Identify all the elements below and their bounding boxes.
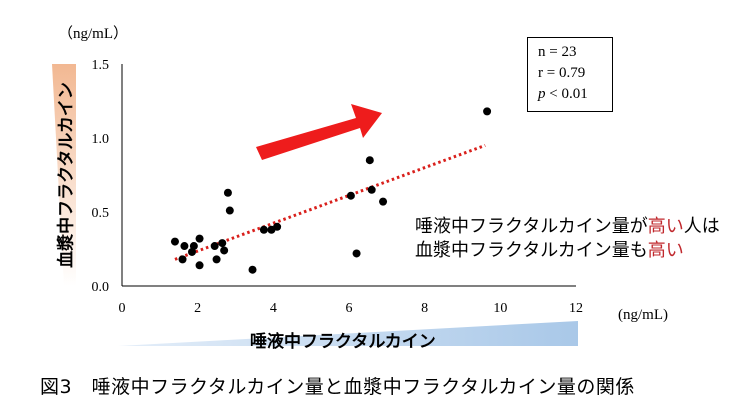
annotation-line-2: 血漿中フラクタルカイン量も高い	[415, 240, 684, 261]
data-point	[195, 261, 204, 270]
stats-p-value: < 0.01	[545, 86, 588, 102]
x-tick-label: 2	[194, 301, 201, 316]
trendline-group	[174, 143, 486, 261]
stats-n: n = 23	[538, 44, 577, 60]
y-tick-label: 0.0	[92, 280, 110, 295]
data-point	[259, 225, 268, 234]
stats-box: n = 23 r = 0.79 p < 0.01	[527, 37, 613, 112]
data-point	[483, 107, 492, 116]
y-tick-label: 1.5	[92, 58, 110, 73]
trend-arrow-icon	[256, 104, 382, 160]
figure-caption: 図3 唾液中フラクタルカイン量と血漿中フラクタルカイン量の関係	[40, 376, 635, 398]
annotation-line-1: 唾液中フラクタルカイン量が高い人は	[415, 216, 720, 237]
data-point	[180, 242, 189, 251]
data-point	[218, 239, 227, 248]
x-tick-label: 12	[569, 301, 583, 316]
data-point	[189, 242, 198, 251]
x-axis-unit: (ng/mL)	[618, 307, 668, 323]
data-point	[346, 191, 355, 200]
x-tick-label: 0	[119, 301, 126, 316]
data-point	[367, 185, 376, 194]
data-point	[210, 242, 219, 251]
stats-r: r = 0.79	[538, 65, 586, 81]
x-tick-label: 6	[346, 301, 353, 316]
data-point	[223, 188, 232, 197]
data-point	[365, 156, 374, 165]
data-point	[178, 255, 187, 264]
stats-p: p < 0.01	[538, 84, 612, 105]
data-point	[352, 249, 361, 258]
data-point	[195, 234, 204, 243]
y-axis-gradient-band	[52, 64, 76, 286]
trendline	[174, 143, 486, 261]
y-tick-label: 1.0	[92, 132, 110, 147]
tick-labels: 0 2 4 6 8 10 12 0.0 0.5 1.0 1.5	[92, 58, 584, 316]
data-point	[220, 246, 229, 255]
x-axis-gradient-band	[118, 321, 578, 346]
data-points	[170, 107, 492, 274]
data-point	[170, 237, 179, 246]
stats-p-symbol: p	[538, 86, 546, 102]
chart-annotation: 唾液中フラクタルカイン量が高い人は 血漿中フラクタルカイン量も高い	[415, 215, 720, 263]
x-axis-label: 唾液中フラクタルカイン	[250, 332, 436, 352]
data-point	[379, 197, 388, 206]
data-point	[273, 222, 282, 231]
y-axis-label: 血漿中フラクタルカイン	[56, 82, 77, 268]
x-tick-label: 10	[493, 301, 507, 316]
data-point	[212, 255, 221, 264]
data-point	[225, 206, 234, 215]
data-point	[248, 265, 257, 274]
axes	[121, 64, 576, 287]
x-tick-label: 8	[421, 301, 428, 316]
x-tick-label: 4	[270, 301, 277, 316]
y-axis-unit: （ng/mL）	[58, 25, 128, 42]
y-tick-label: 0.5	[92, 206, 110, 221]
